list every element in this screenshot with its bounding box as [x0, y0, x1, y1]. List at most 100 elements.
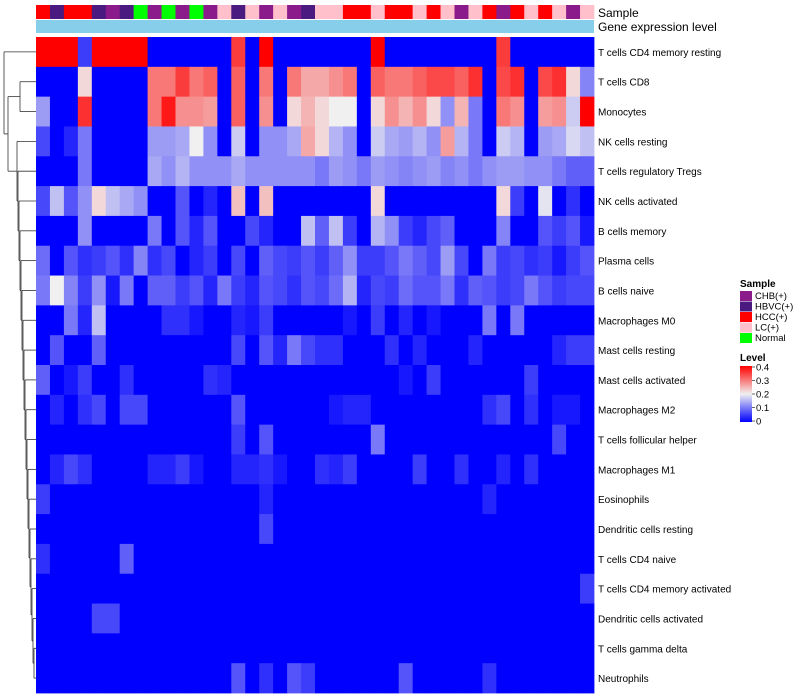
heatmap-cell: [231, 96, 246, 127]
heatmap-cell: [217, 394, 232, 426]
heatmap-cell: [301, 394, 316, 426]
heatmap-cell: [217, 186, 232, 217]
heatmap-cell: [566, 543, 581, 575]
heatmap-cell: [119, 514, 135, 545]
heatmap-cell: [231, 126, 246, 157]
heatmap-cell: [105, 96, 121, 127]
heatmap-cell: [147, 424, 162, 455]
heatmap-cell: [175, 454, 190, 485]
sample-annotation-cell: [301, 5, 316, 19]
heatmap-cell: [370, 543, 386, 575]
heatmap-cell: [328, 603, 344, 634]
heatmap-cell: [580, 424, 595, 455]
heatmap-cell: [538, 424, 553, 455]
heatmap-cell: [552, 603, 567, 634]
sample-annotation-cell: [552, 5, 567, 19]
heatmap-cell: [426, 305, 441, 336]
heatmap-cell: [91, 126, 107, 157]
heatmap-cell: [440, 335, 455, 366]
heatmap-cell: [245, 365, 260, 396]
sample-legend-swatch: [740, 291, 752, 301]
heatmap-cell: [356, 514, 372, 545]
heatmap-cell: [273, 603, 288, 634]
heatmap-cell: [356, 245, 372, 276]
heatmap-cell: [398, 543, 414, 575]
heatmap-cell: [147, 96, 162, 127]
heatmap-cell: [63, 573, 79, 604]
heatmap-cell: [119, 245, 135, 276]
heatmap-cell: [566, 245, 581, 276]
heatmap-cell: [273, 394, 288, 426]
heatmap-cell: [105, 186, 121, 217]
heatmap-cell: [287, 603, 302, 634]
heatmap-cell: [538, 126, 553, 157]
heatmap-cell: [384, 394, 400, 426]
heatmap-cell: [273, 215, 288, 247]
heatmap-cell: [440, 66, 455, 98]
heatmap-cell: [287, 365, 302, 396]
heatmap-cell: [454, 96, 469, 127]
heatmap-cell: [566, 603, 581, 634]
heatmap-cell: [440, 454, 455, 485]
heatmap-cell: [105, 603, 121, 634]
heatmap-cell: [301, 186, 316, 217]
heatmap-cell: [301, 663, 316, 694]
heatmap-cell: [426, 454, 441, 485]
expression-annotation-bar: [36, 20, 594, 33]
row-label: NK cells activated: [598, 197, 677, 208]
heatmap-cell: [342, 454, 358, 485]
heatmap-cell: [524, 573, 539, 604]
heatmap-cell: [524, 335, 539, 366]
heatmap-cell: [510, 37, 525, 68]
heatmap-cell: [370, 424, 386, 455]
row-label: T cells CD4 memory resting: [598, 48, 721, 59]
heatmap-cell: [273, 66, 288, 98]
heatmap-cell: [147, 573, 162, 604]
heatmap-cell: [510, 424, 525, 455]
heatmap-cell: [133, 663, 148, 694]
sample-legend-swatch: [740, 333, 752, 343]
heatmap-cell: [482, 543, 497, 575]
heatmap-cell: [36, 96, 51, 127]
heatmap-cell: [119, 543, 135, 575]
heatmap-cell: [384, 215, 400, 247]
heatmap-cell: [91, 484, 107, 515]
heatmap-cell: [287, 186, 302, 217]
heatmap-cell: [189, 514, 204, 545]
row-label: B cells naive: [598, 286, 655, 297]
heatmap-cell: [580, 543, 595, 575]
heatmap-cell: [63, 96, 79, 127]
heatmap-cell: [203, 37, 218, 68]
level-tick-label: 0: [756, 417, 761, 428]
heatmap-cell: [259, 156, 274, 187]
heatmap-cell: [217, 335, 232, 366]
heatmap-cell: [496, 573, 511, 604]
heatmap-cell: [273, 573, 288, 604]
heatmap-cell: [49, 335, 65, 366]
heatmap-cell: [63, 275, 79, 306]
heatmap-cell: [328, 543, 344, 575]
heatmap-cell: [454, 66, 469, 98]
heatmap-cell: [161, 394, 176, 426]
heatmap-cell: [370, 514, 386, 545]
heatmap-cell: [287, 484, 302, 515]
heatmap-cell: [273, 305, 288, 336]
heatmap-cell: [356, 96, 372, 127]
heatmap-cell: [301, 305, 316, 336]
heatmap-cell: [259, 215, 274, 247]
row-label: T cells CD8: [598, 78, 650, 89]
heatmap-cell: [454, 215, 469, 247]
heatmap-cell: [468, 543, 483, 575]
heatmap-cell: [77, 156, 93, 187]
heatmap-cell: [454, 484, 469, 515]
heatmap-cell: [412, 66, 427, 98]
heatmap-cell: [524, 365, 539, 396]
heatmap-cell: [356, 156, 372, 187]
heatmap-cell: [287, 245, 302, 276]
heatmap-cell: [468, 394, 483, 426]
heatmap-cell: [342, 245, 358, 276]
heatmap-cell: [203, 186, 218, 217]
heatmap-cell: [119, 186, 135, 217]
heatmap-cell: [538, 394, 553, 426]
heatmap-cell: [175, 215, 190, 247]
